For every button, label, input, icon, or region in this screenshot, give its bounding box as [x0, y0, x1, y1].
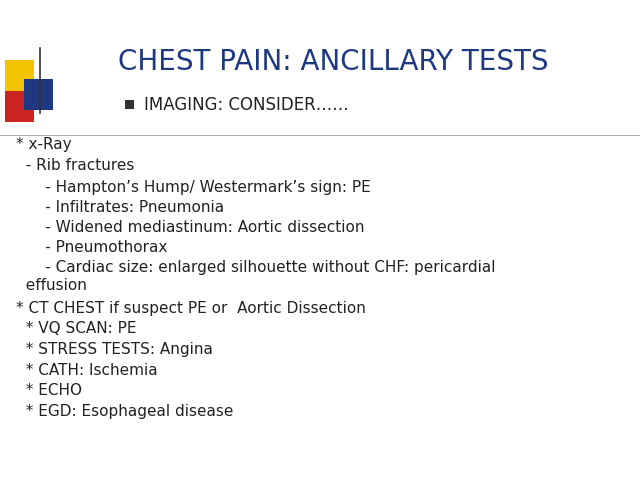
Bar: [24, 79, 53, 110]
Bar: [5, 60, 34, 91]
Text: - Infiltrates: Pneumonia: - Infiltrates: Pneumonia: [16, 200, 224, 215]
Text: - Hampton’s Hump/ Westermark’s sign: PE: - Hampton’s Hump/ Westermark’s sign: PE: [16, 180, 371, 195]
Text: effusion: effusion: [16, 278, 87, 293]
Text: * ECHO: * ECHO: [16, 383, 82, 398]
Text: * STRESS TESTS: Angina: * STRESS TESTS: Angina: [16, 342, 213, 357]
Bar: [5, 91, 34, 122]
Text: CHEST PAIN: ANCILLARY TESTS: CHEST PAIN: ANCILLARY TESTS: [118, 48, 548, 76]
Text: - Pneumothorax: - Pneumothorax: [16, 240, 168, 255]
Text: * EGD: Esophageal disease: * EGD: Esophageal disease: [16, 404, 234, 419]
Text: - Widened mediastinum: Aortic dissection: - Widened mediastinum: Aortic dissection: [16, 220, 365, 235]
Text: * CATH: Ischemia: * CATH: Ischemia: [16, 362, 157, 378]
Text: * x-Ray: * x-Ray: [16, 136, 72, 152]
Text: - Rib fractures: - Rib fractures: [16, 158, 134, 173]
Text: * VQ SCAN: PE: * VQ SCAN: PE: [16, 321, 136, 336]
Text: * CT CHEST if suspect PE or  Aortic Dissection: * CT CHEST if suspect PE or Aortic Disse…: [16, 300, 366, 316]
Bar: [125, 100, 134, 109]
Text: - Cardiac size: enlarged silhouette without CHF: pericardial: - Cardiac size: enlarged silhouette with…: [16, 260, 495, 276]
Text: IMAGING: CONSIDER……: IMAGING: CONSIDER……: [144, 96, 349, 114]
